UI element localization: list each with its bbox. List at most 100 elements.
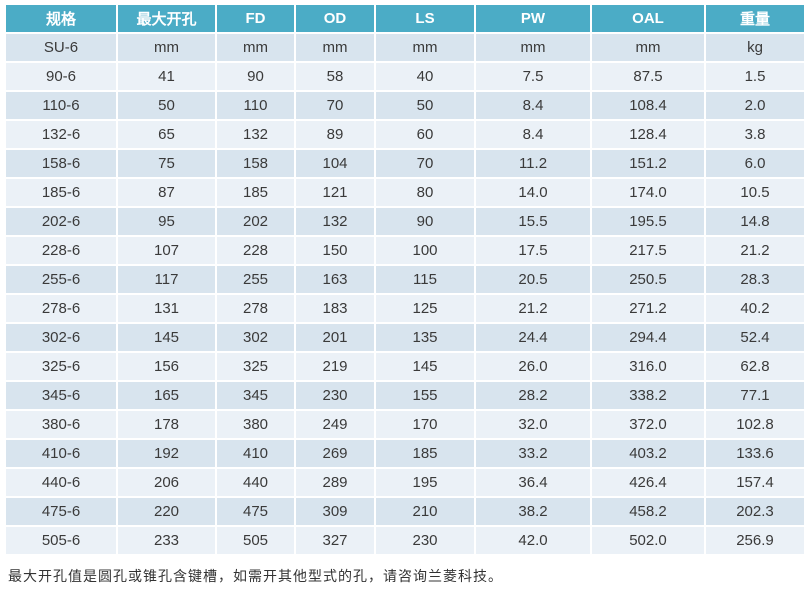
table-cell: 505 [217, 527, 294, 554]
table-cell: 185-6 [6, 179, 116, 206]
table-cell: 440 [217, 469, 294, 496]
table-cell: 128.4 [592, 121, 704, 148]
table-cell: 100 [376, 237, 474, 264]
table-cell: 325-6 [6, 353, 116, 380]
table-cell: 302-6 [6, 324, 116, 351]
table-cell: 201 [296, 324, 374, 351]
unit-cell: mm [217, 34, 294, 61]
table-cell: 145 [118, 324, 215, 351]
table-cell: 228-6 [6, 237, 116, 264]
table-row: 185-6 87 185 121 80 14.0 174.0 10.5 [6, 179, 804, 206]
table-cell: 90 [376, 208, 474, 235]
table-row: 505-6 233 505 327 230 42.0 502.0 256.9 [6, 527, 804, 554]
table-row: 110-6 50 110 70 50 8.4 108.4 2.0 [6, 92, 804, 119]
table-cell: 70 [296, 92, 374, 119]
table-cell: 90-6 [6, 63, 116, 90]
table-cell: 316.0 [592, 353, 704, 380]
table-cell: 110-6 [6, 92, 116, 119]
table-cell: 256.9 [706, 527, 804, 554]
table-cell: 95 [118, 208, 215, 235]
table-cell: 289 [296, 469, 374, 496]
table-cell: 65 [118, 121, 215, 148]
table-cell: 36.4 [476, 469, 590, 496]
table-cell: 87.5 [592, 63, 704, 90]
table-cell: 372.0 [592, 411, 704, 438]
table-cell: 220 [118, 498, 215, 525]
table-cell: 28.3 [706, 266, 804, 293]
column-header-weight: 重量 [706, 5, 804, 32]
table-row: 255-6 117 255 163 115 20.5 250.5 28.3 [6, 266, 804, 293]
table-cell: 230 [376, 527, 474, 554]
table-cell: 11.2 [476, 150, 590, 177]
table-cell: 107 [118, 237, 215, 264]
table-cell: 2.0 [706, 92, 804, 119]
table-cell: 158 [217, 150, 294, 177]
table-cell: 40.2 [706, 295, 804, 322]
table-cell: 294.4 [592, 324, 704, 351]
table-cell: 271.2 [592, 295, 704, 322]
unit-cell: kg [706, 34, 804, 61]
table-cell: 132 [296, 208, 374, 235]
table-cell: 278 [217, 295, 294, 322]
table-cell: 345 [217, 382, 294, 409]
table-row: 158-6 75 158 104 70 11.2 151.2 6.0 [6, 150, 804, 177]
table-cell: 14.0 [476, 179, 590, 206]
table-row: 440-6 206 440 289 195 36.4 426.4 157.4 [6, 469, 804, 496]
table-cell: 178 [118, 411, 215, 438]
table-cell: 380 [217, 411, 294, 438]
table-cell: 41 [118, 63, 215, 90]
table-cell: 219 [296, 353, 374, 380]
table-cell: 505-6 [6, 527, 116, 554]
table-cell: 157.4 [706, 469, 804, 496]
table-cell: 8.4 [476, 121, 590, 148]
table-row: 475-6 220 475 309 210 38.2 458.2 202.3 [6, 498, 804, 525]
table-row: 380-6 178 380 249 170 32.0 372.0 102.8 [6, 411, 804, 438]
table-cell: 15.5 [476, 208, 590, 235]
column-header-ls: LS [376, 5, 474, 32]
unit-cell: mm [296, 34, 374, 61]
table-cell: 28.2 [476, 382, 590, 409]
table-cell: 115 [376, 266, 474, 293]
table-cell: 62.8 [706, 353, 804, 380]
table-cell: 104 [296, 150, 374, 177]
table-cell: 302 [217, 324, 294, 351]
table-cell: 121 [296, 179, 374, 206]
table-cell: 50 [118, 92, 215, 119]
table-row: 278-6 131 278 183 125 21.2 271.2 40.2 [6, 295, 804, 322]
table-cell: 475 [217, 498, 294, 525]
table-cell: 192 [118, 440, 215, 467]
table-cell: 345-6 [6, 382, 116, 409]
table-cell: 117 [118, 266, 215, 293]
table-cell: 77.1 [706, 382, 804, 409]
table-cell: 338.2 [592, 382, 704, 409]
table-cell: 10.5 [706, 179, 804, 206]
column-header-spec: 规格 [6, 5, 116, 32]
unit-cell: mm [592, 34, 704, 61]
table-cell: 90 [217, 63, 294, 90]
table-cell: 230 [296, 382, 374, 409]
table-cell: 21.2 [476, 295, 590, 322]
table-cell: 132 [217, 121, 294, 148]
table-cell: 426.4 [592, 469, 704, 496]
table-cell: 135 [376, 324, 474, 351]
table-cell: 145 [376, 353, 474, 380]
table-cell: 309 [296, 498, 374, 525]
table-cell: 151.2 [592, 150, 704, 177]
table-row: 345-6 165 345 230 155 28.2 338.2 77.1 [6, 382, 804, 409]
table-cell: 233 [118, 527, 215, 554]
table-cell: 206 [118, 469, 215, 496]
table-cell: 108.4 [592, 92, 704, 119]
table-cell: 195.5 [592, 208, 704, 235]
table-cell: 87 [118, 179, 215, 206]
table-cell: 165 [118, 382, 215, 409]
table-cell: 110 [217, 92, 294, 119]
table-cell: 325 [217, 353, 294, 380]
table-cell: 249 [296, 411, 374, 438]
table-cell: 170 [376, 411, 474, 438]
column-header-max-bore: 最大开孔 [118, 5, 215, 32]
table-cell: 21.2 [706, 237, 804, 264]
table-cell: 133.6 [706, 440, 804, 467]
spec-table: 规格 最大开孔 FD OD LS PW OAL 重量 SU-6 mm mm mm… [4, 3, 806, 556]
table-cell: 125 [376, 295, 474, 322]
table-cell: 32.0 [476, 411, 590, 438]
